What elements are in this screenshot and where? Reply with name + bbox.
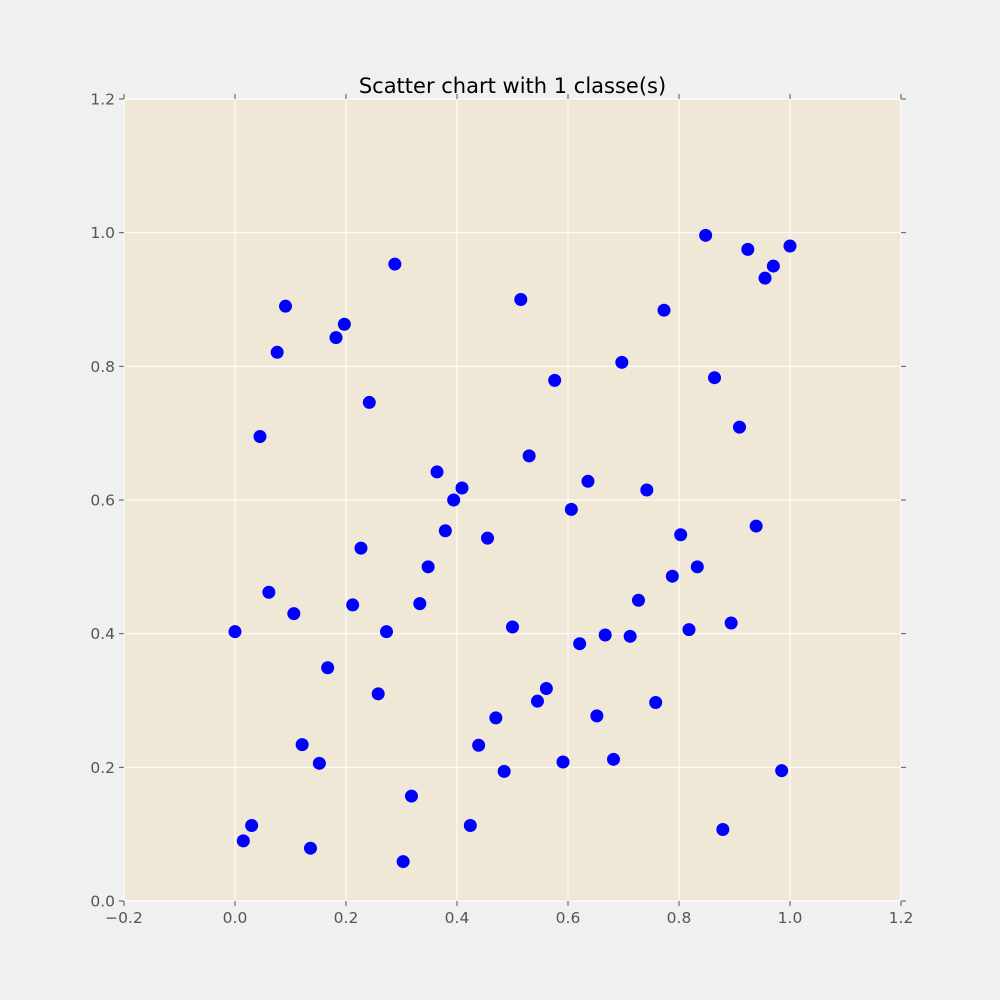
y-tick-label: 1.2: [90, 91, 115, 109]
y-tick-label: 0.4: [90, 625, 115, 643]
data-point: [699, 228, 713, 242]
data-point: [329, 331, 343, 345]
data-point: [270, 345, 284, 359]
data-point: [514, 293, 528, 306]
data-point: [741, 242, 755, 256]
data-point: [573, 637, 587, 651]
data-point: [522, 449, 536, 463]
y-tick-label: 0.0: [90, 893, 115, 911]
data-point: [253, 430, 267, 444]
chart-title: Scatter chart with 1 classe(s): [358, 74, 667, 98]
data-point: [262, 585, 276, 599]
data-point: [245, 818, 259, 832]
y-tick-label: 0.2: [90, 759, 115, 777]
data-point: [607, 752, 621, 766]
data-point: [657, 303, 671, 317]
data-point: [530, 694, 544, 708]
data-point: [590, 709, 604, 723]
data-point: [295, 738, 309, 752]
data-point: [337, 317, 351, 331]
data-point: [396, 855, 410, 869]
data-point: [236, 834, 250, 848]
data-point: [321, 661, 335, 675]
data-point: [380, 625, 394, 639]
data-point: [312, 756, 326, 770]
data-point: [438, 524, 452, 538]
data-point: [674, 528, 688, 542]
data-point: [623, 629, 637, 643]
data-point: [732, 420, 746, 434]
data-point: [489, 711, 503, 725]
data-point: [581, 474, 595, 488]
data-point: [716, 822, 730, 836]
data-point: [690, 560, 704, 574]
x-tick-label: −0.2: [105, 909, 143, 927]
data-point: [556, 755, 570, 769]
data-point: [362, 395, 376, 409]
data-point: [472, 738, 486, 752]
x-tick-label: 1.0: [778, 909, 803, 927]
x-tick-label: 1.2: [889, 909, 914, 927]
x-tick-label: 0.4: [445, 909, 470, 927]
data-point: [758, 271, 772, 285]
y-tick-label: 0.8: [90, 358, 115, 376]
data-point: [497, 764, 511, 778]
data-point: [649, 696, 663, 710]
data-point: [303, 841, 317, 855]
x-tick-label: 0.6: [556, 909, 581, 927]
data-point: [539, 681, 553, 695]
data-point: [640, 483, 654, 497]
data-point: [749, 519, 763, 533]
x-tick-label: 0.2: [334, 909, 359, 927]
x-tick-label: 0.8: [667, 909, 692, 927]
data-point: [682, 623, 696, 637]
data-point: [447, 493, 461, 507]
data-point: [766, 259, 780, 273]
data-point: [421, 560, 435, 574]
y-tick-label: 1.0: [90, 224, 115, 242]
data-point: [631, 593, 645, 607]
data-point: [371, 687, 385, 701]
data-point: [228, 625, 242, 639]
data-point: [775, 764, 789, 778]
data-point: [481, 531, 495, 545]
data-point: [354, 541, 368, 555]
data-point: [598, 628, 612, 642]
data-point: [783, 239, 797, 253]
y-tick-label: 0.6: [90, 492, 115, 510]
data-point: [615, 355, 629, 369]
data-point: [455, 481, 469, 495]
data-point: [506, 620, 519, 634]
data-point: [665, 569, 679, 583]
data-point: [564, 502, 578, 516]
data-point: [724, 616, 738, 630]
data-point: [404, 789, 418, 803]
data-point: [287, 607, 301, 621]
data-point: [708, 371, 722, 385]
data-point: [548, 373, 562, 387]
data-point: [413, 597, 427, 611]
x-tick-label: 0.0: [223, 909, 248, 927]
data-point: [279, 299, 293, 313]
data-point: [388, 257, 402, 271]
data-point: [346, 598, 360, 612]
data-point: [463, 818, 477, 832]
data-point: [430, 465, 444, 479]
